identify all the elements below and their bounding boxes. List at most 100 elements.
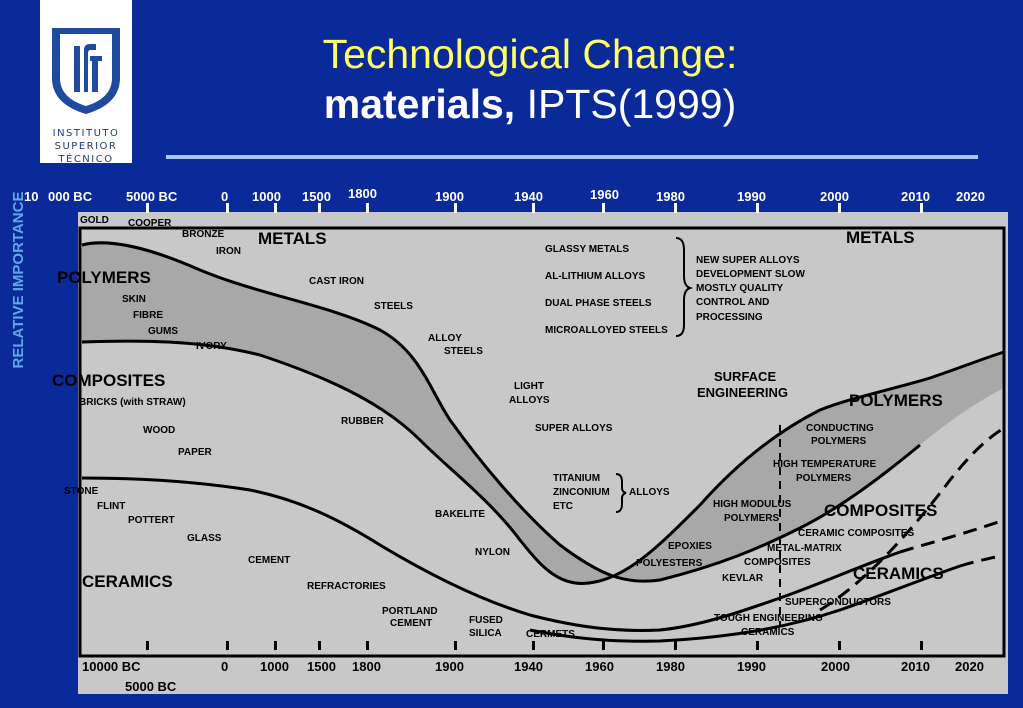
top-tick-label: 1980 xyxy=(656,189,685,204)
class-labels: METALS METALS POLYMERS POLYMERS COMPOSIT… xyxy=(52,228,944,591)
annotation: SURFACE xyxy=(714,369,776,384)
top-tick-label: 0 xyxy=(221,189,228,204)
slide-subtitle: materials, IPTS(1999) xyxy=(200,82,860,126)
annotation: CONTROL AND xyxy=(696,297,769,308)
annotation: TITANIUM xyxy=(553,473,600,484)
annotation: HIGH MODULUS xyxy=(713,499,792,510)
top-tick-label: 1000 xyxy=(252,189,281,204)
logo-line-2: SUPERIOR xyxy=(54,141,118,152)
bottom-axis: 10000 BC 5000 BC 0 1000 1500 1800 1900 1… xyxy=(82,659,984,694)
annotation: DUAL PHASE STEELS xyxy=(545,298,652,309)
annotation: IRON xyxy=(216,246,241,257)
base-dashed xyxy=(959,553,1005,568)
annotation: MICROALLOYED STEELS xyxy=(545,325,668,336)
bottom-tick-label: 10000 BC xyxy=(82,659,141,674)
bottom-tick-label: 1960 xyxy=(585,659,614,674)
annotation: MOSTLY QUALITY xyxy=(696,283,784,294)
top-tick-label: 2010 xyxy=(901,189,930,204)
annotation: FUSED xyxy=(469,615,503,626)
class-label-ceramics: CERAMICS xyxy=(853,564,944,583)
annotation: METAL-MATRIX xyxy=(767,543,842,554)
annotation: STEELS xyxy=(374,301,413,312)
top-ticks xyxy=(146,203,923,213)
top-axis: 10 000 BC 5000 BC 0 1000 1500 1800 1900 … xyxy=(24,186,985,204)
annotation: CEMENT xyxy=(248,555,290,566)
annotation: GUMS xyxy=(148,326,178,337)
annotation: CEMENT xyxy=(390,618,432,629)
bottom-tick-label: 2020 xyxy=(955,659,984,674)
class-label-composites: COMPOSITES xyxy=(824,501,937,520)
annotation: GLASS xyxy=(187,533,222,544)
title-underline xyxy=(166,155,978,159)
bottom-tick-label: 1800 xyxy=(352,659,381,674)
top-tick-label: 1900 xyxy=(435,189,464,204)
annotation: SILICA xyxy=(469,628,502,639)
annotation: COOPER xyxy=(128,218,172,229)
bottom-tick-label: 1940 xyxy=(514,659,543,674)
annotation: POLYESTERS xyxy=(636,558,703,569)
annotation: PROCESSING xyxy=(696,312,763,323)
annotation: IVORY xyxy=(196,341,227,352)
top-tick-label: 1500 xyxy=(302,189,331,204)
annotation: BRICKS (with STRAW) xyxy=(79,397,186,408)
annotation: LIGHT xyxy=(514,381,544,392)
top-tick-label: 2000 xyxy=(820,189,849,204)
annotation: POLYMERS xyxy=(811,436,867,447)
annotation: PORTLAND xyxy=(382,606,438,617)
bottom-tick-label: 1980 xyxy=(656,659,685,674)
annotation: POLYMERS xyxy=(796,473,852,484)
annotation: EPOXIES xyxy=(668,541,712,552)
bottom-tick-label: 2010 xyxy=(901,659,930,674)
ist-logo: INSTITUTO SUPERIOR TÉCNICO xyxy=(40,0,132,165)
base-curve xyxy=(529,564,961,643)
annotation: CERAMICS xyxy=(741,627,795,638)
top-tick-label: 1800 xyxy=(348,186,377,201)
annotation: ALLOYS xyxy=(509,395,550,406)
bottom-tick-label: 2000 xyxy=(821,659,850,674)
annotation: DEVELOPMENT SLOW xyxy=(696,269,805,280)
annotation: FIBRE xyxy=(133,310,163,321)
annotation: TOUGH ENGINEERING xyxy=(714,613,823,624)
logo-line-1: INSTITUTO xyxy=(52,128,120,139)
annotation: NYLON xyxy=(475,547,510,558)
annotation: STONE xyxy=(64,486,99,497)
annotation: SKIN xyxy=(122,294,146,305)
brace-small xyxy=(615,473,627,513)
subtitle-bold: materials, xyxy=(323,81,516,127)
composites-dashed xyxy=(819,426,1005,612)
ceramics-dashed xyxy=(899,518,1005,554)
annotation: CERAMIC COMPOSITES xyxy=(798,528,914,539)
top-tick-label: 1990 xyxy=(737,189,766,204)
class-label-ceramics: CERAMICS xyxy=(82,572,173,591)
bottom-tick-label: 1900 xyxy=(435,659,464,674)
annotation: REFRACTORIES xyxy=(307,581,386,592)
annotation: CERMETS xyxy=(526,629,575,640)
shield-icon xyxy=(52,28,120,114)
annotation: CONDUCTING xyxy=(806,423,874,434)
annotation: STEELS xyxy=(444,346,483,357)
annotation: PAPER xyxy=(178,447,212,458)
annotation: HIGH TEMPERATURE xyxy=(773,459,876,470)
annotation: GOLD xyxy=(80,215,109,226)
annotation: BAKELITE xyxy=(435,509,485,520)
class-label-polymers: POLYMERS xyxy=(849,391,943,410)
polymers-curve xyxy=(81,339,1005,585)
top-tick-label: 1960 xyxy=(590,187,619,202)
annotation: CAST IRON xyxy=(309,276,364,287)
annotation: ETC xyxy=(553,501,573,512)
top-tick-label: 10 xyxy=(24,189,38,204)
annotation: NEW SUPER ALLOYS xyxy=(696,255,800,266)
brace-right xyxy=(675,237,694,337)
annotation: GLASSY METALS xyxy=(545,244,629,255)
annotation: ZINCONIUM xyxy=(553,487,610,498)
annotation: ALLOYS xyxy=(629,487,670,498)
top-tick-label: 2020 xyxy=(956,189,985,204)
annotation: BRONZE xyxy=(182,229,225,240)
annotations: GOLD COOPER BRONZE IRON CAST IRON STEELS… xyxy=(64,215,914,640)
bottom-tick-label: 0 xyxy=(221,659,228,674)
annotation: WOOD xyxy=(143,425,175,436)
bottom-tick-label: 1500 xyxy=(307,659,336,674)
bottom-tick-label: 5000 BC xyxy=(125,679,177,694)
annotation: RUBBER xyxy=(341,416,385,427)
